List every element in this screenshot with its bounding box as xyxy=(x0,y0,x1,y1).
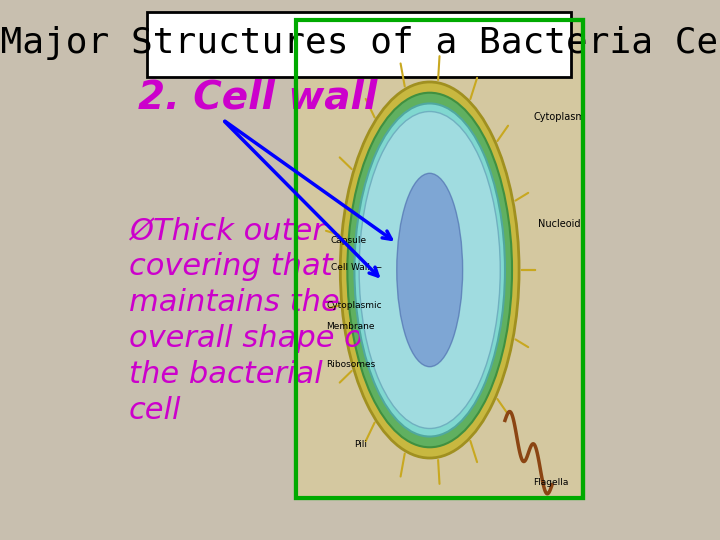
Text: Pili: Pili xyxy=(354,440,367,449)
Ellipse shape xyxy=(397,173,463,367)
FancyBboxPatch shape xyxy=(148,12,571,77)
Text: Flagella: Flagella xyxy=(534,478,569,487)
Text: Membrane: Membrane xyxy=(326,322,374,331)
Text: ØThick outer
covering that
maintains the
overall shape of
the bacterial
cell: ØThick outer covering that maintains the… xyxy=(129,217,373,425)
Text: Ribosomes: Ribosomes xyxy=(326,360,375,369)
Ellipse shape xyxy=(354,104,505,436)
FancyBboxPatch shape xyxy=(296,20,582,498)
Text: Capsule: Capsule xyxy=(331,236,367,245)
Ellipse shape xyxy=(347,93,512,447)
Text: 2. Cell wall: 2. Cell wall xyxy=(138,79,377,117)
Text: 7 Major Structures of a Bacteria Cell: 7 Major Structures of a Bacteria Cell xyxy=(0,26,720,60)
Ellipse shape xyxy=(341,82,519,458)
Text: Nucleoid: Nucleoid xyxy=(538,219,580,229)
Ellipse shape xyxy=(359,112,500,428)
Bar xyxy=(298,23,580,496)
Text: Cytoplasmic: Cytoplasmic xyxy=(326,301,382,309)
Text: Cytoplasm: Cytoplasm xyxy=(534,112,585,122)
Text: Cell Wall —: Cell Wall — xyxy=(331,263,382,272)
